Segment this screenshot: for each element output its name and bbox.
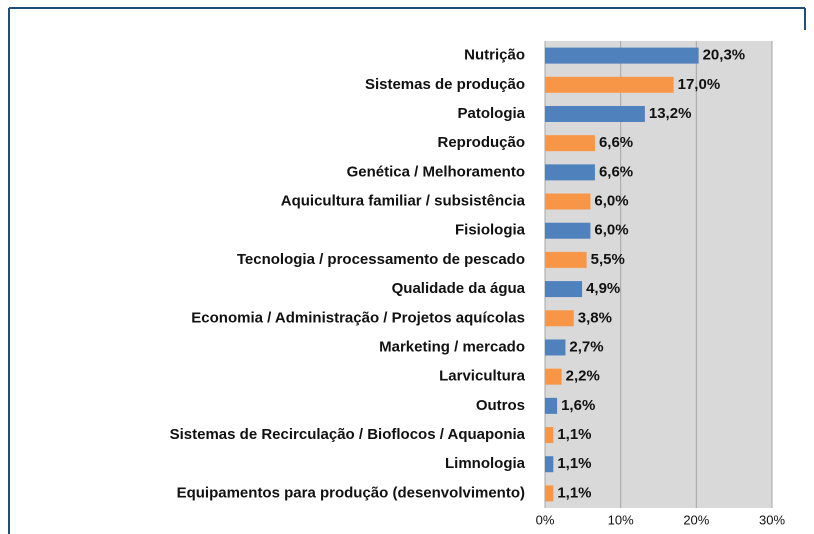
category-label: Economia / Administração / Projetos aquí… [191, 309, 525, 326]
value-label: 6,6% [599, 163, 633, 180]
category-label: Larvicultura [439, 368, 526, 385]
bar [545, 193, 591, 210]
bar [545, 310, 574, 327]
category-label: Nutrição [464, 47, 525, 64]
value-label: 6,0% [594, 222, 628, 239]
value-label: 1,1% [557, 484, 591, 501]
value-label: 1,1% [557, 426, 591, 443]
category-label: Sistemas de Recirculação / Bioflocos / A… [170, 426, 526, 443]
category-label: Tecnologia / processamento de pescado [237, 251, 525, 268]
value-label: 17,0% [678, 76, 721, 93]
value-label: 13,2% [649, 105, 692, 122]
value-label: 6,0% [594, 193, 628, 210]
value-label: 2,2% [566, 368, 600, 385]
bar [545, 222, 591, 239]
x-tick-label: 10% [608, 512, 634, 527]
category-label: Qualidade da água [392, 280, 526, 297]
category-label: Genética / Melhoramento [347, 163, 525, 180]
category-label: Aquicultura familiar / subsistência [281, 193, 526, 210]
bar [545, 427, 554, 444]
x-tick-label: 20% [683, 512, 709, 527]
category-label: Fisiologia [455, 222, 526, 239]
bar [545, 397, 558, 414]
value-label: 6,6% [599, 134, 633, 151]
category-label: Outros [476, 397, 525, 414]
bar [545, 105, 645, 122]
bar [545, 164, 595, 181]
category-label: Limnologia [445, 455, 526, 472]
category-label: Equipamentos para produção (desenvolvime… [177, 484, 525, 501]
bar [545, 456, 554, 473]
value-label: 5,5% [591, 251, 625, 268]
bar [545, 368, 562, 385]
category-label: Sistemas de produção [365, 76, 525, 93]
category-label: Patologia [457, 105, 525, 122]
value-label: 2,7% [569, 338, 603, 355]
x-tick-label: 30% [759, 512, 785, 527]
bar [545, 76, 674, 93]
bar [545, 135, 595, 152]
bar [545, 251, 587, 268]
bar [545, 47, 699, 64]
value-label: 20,3% [703, 47, 746, 64]
category-label: Marketing / mercado [379, 338, 525, 355]
value-label: 3,8% [578, 309, 612, 326]
value-label: 1,1% [557, 455, 591, 472]
value-label: 1,6% [561, 397, 595, 414]
bar [545, 339, 566, 356]
category-label: Reprodução [437, 134, 525, 151]
x-tick-label: 0% [536, 512, 555, 527]
bar [545, 485, 554, 502]
bar [545, 281, 583, 298]
value-label: 4,9% [586, 280, 620, 297]
